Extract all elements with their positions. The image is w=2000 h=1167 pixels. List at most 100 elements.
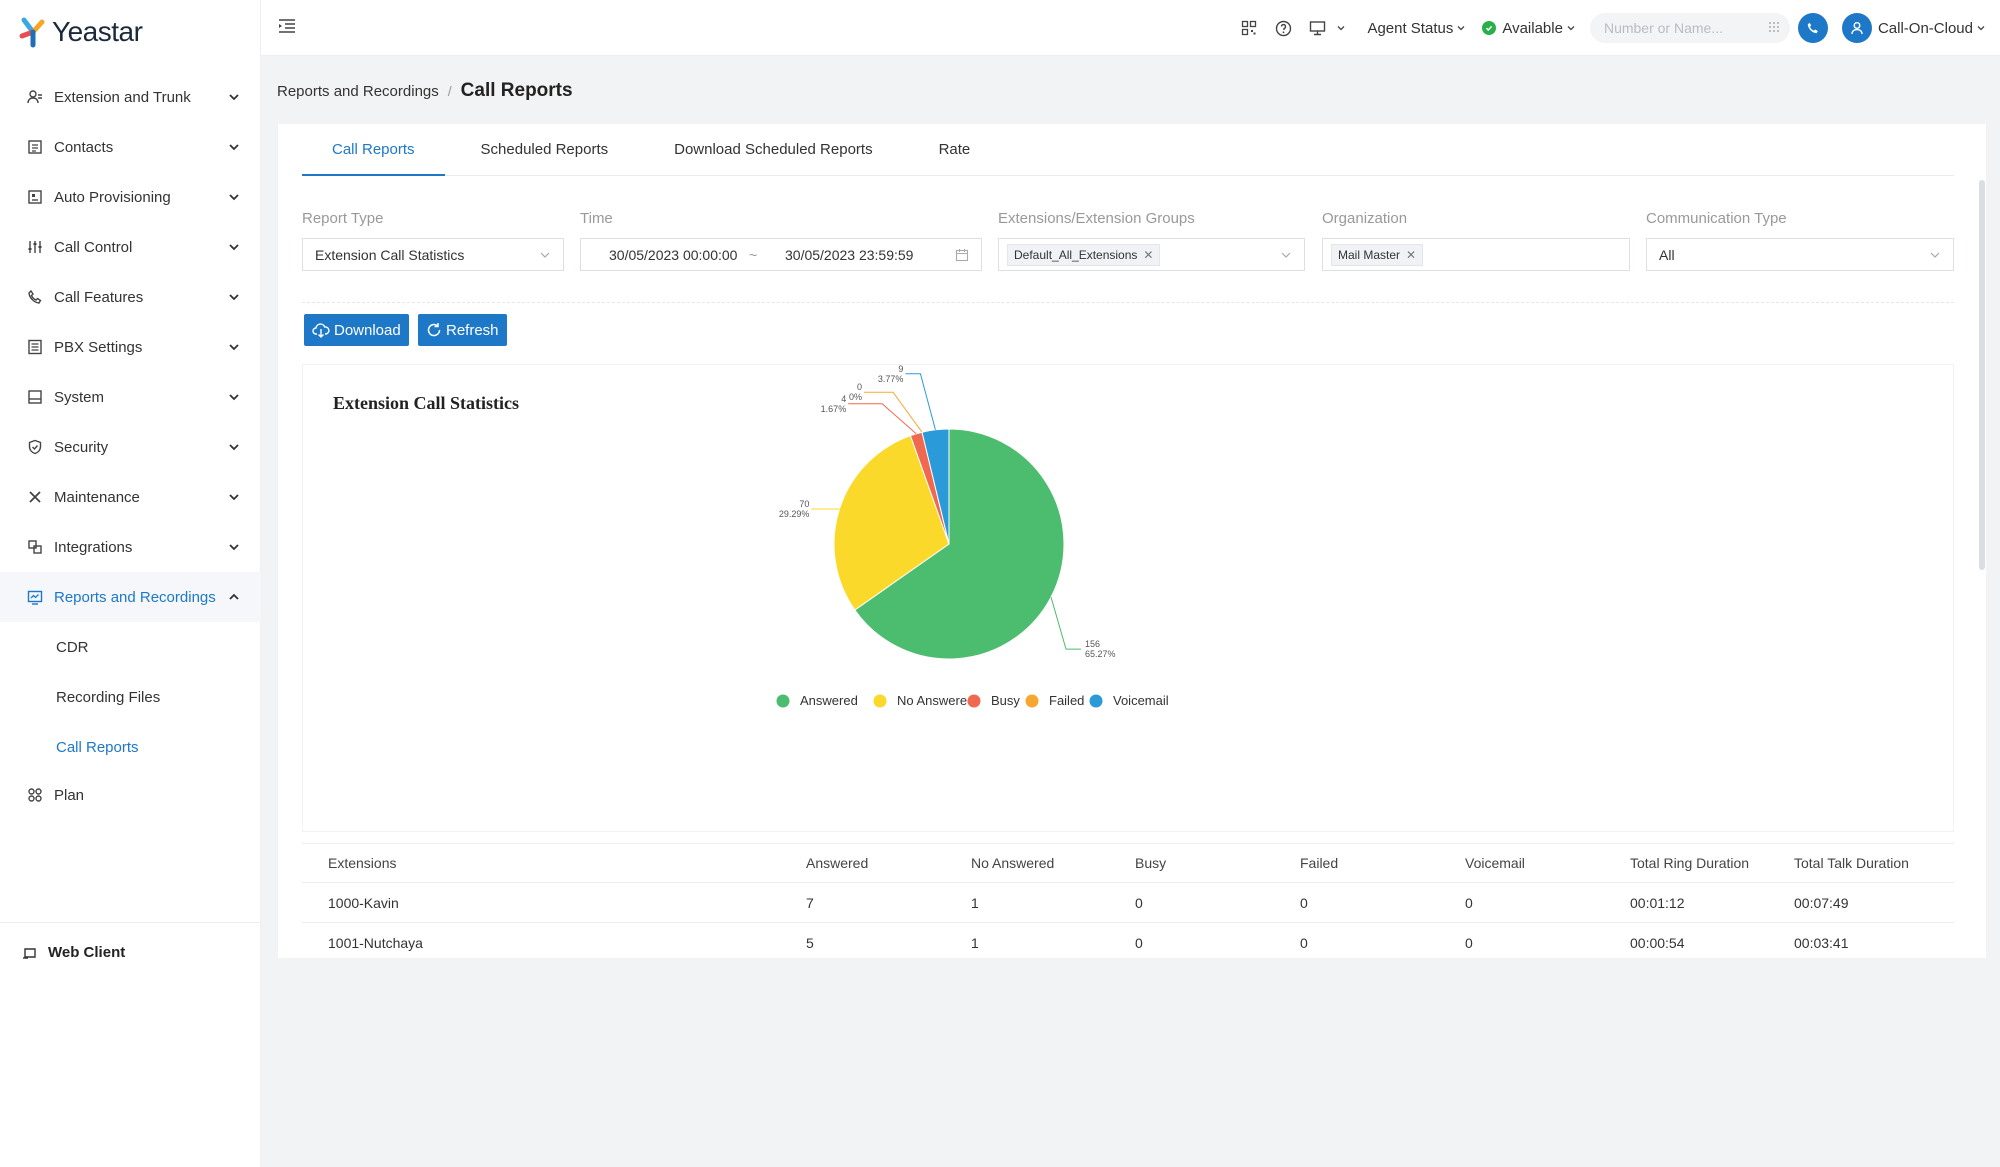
extensions-filter: Extensions/Extension Groups Default_All_… <box>998 210 1305 271</box>
table-cell: 0 <box>1300 894 1308 911</box>
sidebar-item-label: Auto Provisioning <box>54 188 171 206</box>
avatar[interactable] <box>1841 13 1872 43</box>
legend-item-no-answered[interactable]: No Answered <box>873 693 975 708</box>
chevron-down-icon[interactable] <box>1331 18 1351 38</box>
chart-title: Extension Call Statistics <box>333 393 520 413</box>
communication-type-filter: Communication Type All <box>1646 210 1954 271</box>
tab-rate[interactable]: Rate <box>938 141 971 158</box>
table-cell: 0 <box>1135 934 1143 951</box>
plan-icon <box>26 786 44 804</box>
pie-data-label-value: 4 <box>841 394 846 404</box>
sidebar-item-call-control[interactable]: Call Control <box>0 222 261 272</box>
sidebar-item-reports-and-recordings[interactable]: Reports and Recordings <box>0 572 261 622</box>
monitor-icon[interactable] <box>1307 18 1327 38</box>
chevron-down-icon <box>1977 26 1985 31</box>
user-menu[interactable]: Call-On-Cloud <box>1878 20 1986 37</box>
pie-data-label-percent: 0% <box>849 392 862 402</box>
table-cell: 0 <box>1135 894 1143 911</box>
column-header: Total Talk Duration <box>1794 855 1909 871</box>
vertical-scrollbar[interactable] <box>1979 180 1985 570</box>
legend-marker <box>967 694 981 708</box>
sidebar-item-pbx-settings[interactable]: PBX Settings <box>0 322 261 372</box>
call-button[interactable] <box>1797 13 1828 43</box>
tag-label: Mail Master <box>1338 247 1401 262</box>
dialpad-icon[interactable] <box>1768 21 1780 35</box>
time-range-picker[interactable]: 30/05/2023 00:00:00 ~ 30/05/2023 23:59:5… <box>580 238 982 271</box>
sidebar-item-label: Integrations <box>54 538 133 556</box>
web-client-link[interactable]: Web Client <box>0 922 261 982</box>
availability-dropdown[interactable]: Available <box>1482 20 1576 37</box>
communication-type-select[interactable]: All <box>1646 238 1954 271</box>
table-cell: 1 <box>971 934 979 951</box>
web-client-icon <box>22 945 38 961</box>
extensions-select[interactable]: Default_All_Extensions ✕ <box>998 238 1305 271</box>
table-cell: 0 <box>1300 934 1308 951</box>
agent-status-dropdown[interactable]: Agent Status <box>1367 20 1466 37</box>
organization-filter: Organization Mail Master ✕ <box>1322 210 1630 271</box>
chevron-down-icon <box>1457 26 1465 31</box>
refresh-button[interactable]: Refresh <box>418 314 507 346</box>
sidebar-item-label: System <box>54 388 105 406</box>
sidebar-item-call-features[interactable]: Call Features <box>0 272 261 322</box>
user-icon <box>1851 22 1863 35</box>
tab-download-scheduled-reports[interactable]: Download Scheduled Reports <box>674 141 873 158</box>
user-name: Call-On-Cloud <box>1877 19 1973 37</box>
legend-item-busy[interactable]: Busy <box>967 693 1021 708</box>
sidebar-subitem-recording-files[interactable]: Recording Files <box>56 688 161 706</box>
report-type-select[interactable]: Extension Call Statistics <box>302 238 564 271</box>
sidebar-item-label: Contacts <box>54 138 114 156</box>
sidebar-item-auto-provisioning[interactable]: Auto Provisioning <box>0 172 261 222</box>
pie-data-label-percent: 3.77% <box>878 374 904 384</box>
divider <box>302 302 1954 303</box>
tab-call-reports[interactable]: Call Reports <box>302 124 445 176</box>
time-label: Time <box>580 210 613 227</box>
yeastar-logo[interactable]: Yeastar <box>18 14 143 50</box>
legend-item-failed[interactable]: Failed <box>1025 693 1085 708</box>
chevron-down-icon <box>1930 252 1940 258</box>
sidebar-item-label: Call Features <box>54 288 144 306</box>
pie-slice-answered[interactable] <box>854 428 1065 660</box>
main-card: Call Reports Scheduled Reports Download … <box>278 124 1986 958</box>
remove-tag-icon[interactable]: ✕ <box>1143 247 1154 262</box>
organization-select[interactable]: Mail Master ✕ <box>1322 238 1630 271</box>
legend-marker <box>1089 694 1103 708</box>
sidebar-item-integrations[interactable]: Integrations <box>0 522 261 572</box>
sidebar-item-system[interactable]: System <box>0 372 261 422</box>
table-header-row: Extensions Answered No Answered Busy Failed V… <box>302 843 1954 883</box>
pie-slice-no-answered[interactable] <box>833 435 950 611</box>
column-header: Voicemail <box>1465 855 1525 871</box>
qr-code-icon[interactable] <box>1239 18 1259 38</box>
yeastar-logo-icon <box>19 17 45 48</box>
chevron-down-icon <box>229 294 239 301</box>
sidebar-item-maintenance[interactable]: Maintenance <box>0 472 261 522</box>
pie-data-label-value: 9 <box>898 365 903 374</box>
sidebar-subitem-cdr[interactable]: CDR <box>56 638 89 656</box>
remove-tag-icon[interactable]: ✕ <box>1406 247 1417 262</box>
legend-item-answered[interactable]: Answered <box>776 693 858 708</box>
help-icon[interactable] <box>1273 18 1293 38</box>
filters: Report Type Extension Call Statistics Ti… <box>302 210 1954 271</box>
calendar-icon <box>955 248 969 261</box>
tab-scheduled-reports[interactable]: Scheduled Reports <box>480 141 609 158</box>
pie-data-label-percent: 65.27% <box>1085 649 1116 659</box>
legend-item-voicemail[interactable]: Voicemail <box>1089 693 1169 708</box>
pie-data-label-percent: 1.67% <box>821 404 847 414</box>
shield-icon <box>26 438 44 456</box>
time-start[interactable]: 30/05/2023 00:00:00 <box>609 246 738 263</box>
menu-collapse-icon[interactable] <box>277 16 297 36</box>
table-row: 1000-Kavin 7 1 0 0 0 00:01:12 00:07:49 <box>302 883 1954 923</box>
tools-icon <box>26 488 44 506</box>
pie-label-line-answered <box>1050 596 1082 650</box>
sidebar-item-plan[interactable]: Plan <box>0 772 261 818</box>
chevron-down-icon <box>540 252 550 258</box>
download-button[interactable]: Download <box>304 314 409 346</box>
legend-label: Voicemail <box>1113 693 1169 708</box>
sidebar-item-security[interactable]: Security <box>0 422 261 472</box>
time-end[interactable]: 30/05/2023 23:59:59 <box>785 246 914 263</box>
dial-number-input[interactable]: Number or Name... <box>1589 13 1790 43</box>
breadcrumb-parent[interactable]: Reports and Recordings <box>277 83 439 100</box>
sidebar-item-contacts[interactable]: Contacts <box>0 122 261 172</box>
sidebar-subitem-call-reports[interactable]: Call Reports <box>56 738 139 756</box>
sidebar-item-extension-and-trunk[interactable]: Extension and Trunk <box>0 72 261 122</box>
pie-slice-voicemail[interactable] <box>921 428 950 545</box>
